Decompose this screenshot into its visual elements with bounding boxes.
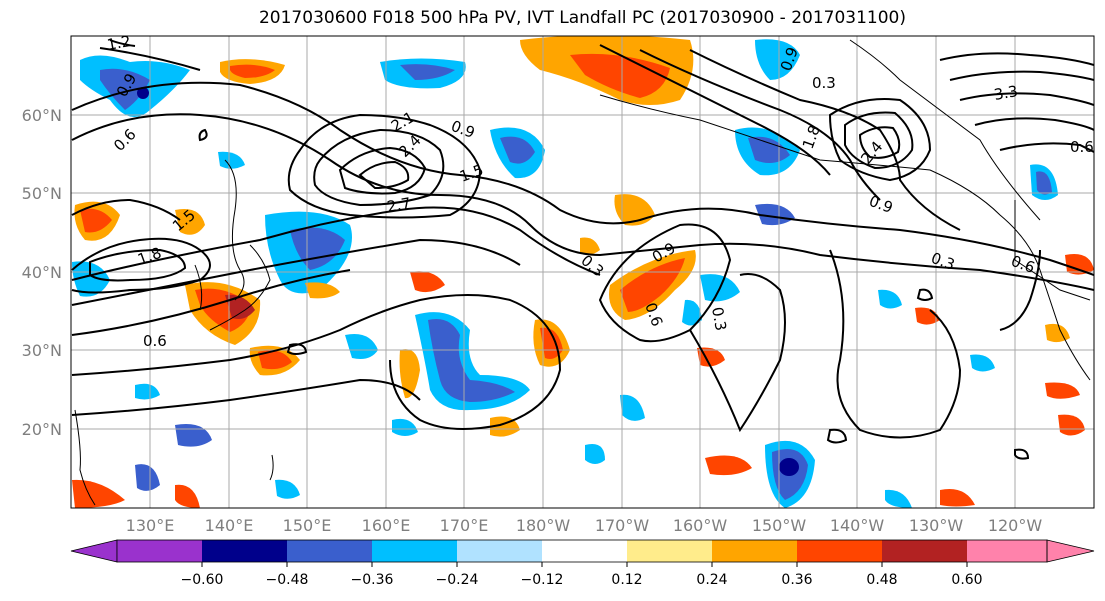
- map-title: 2017030600 F018 500 hPa PV, IVT Landfall…: [258, 8, 906, 28]
- anomaly-positive: [570, 53, 670, 98]
- anomaly-negative: [175, 424, 212, 447]
- graticule: [71, 36, 1094, 508]
- colorbar-segment: [967, 540, 1047, 562]
- lat-label: 30°N: [22, 341, 62, 360]
- anomaly-positive: [305, 282, 340, 299]
- anomaly-positive: [175, 209, 205, 235]
- anomaly-negative: [1036, 171, 1052, 195]
- anomaly-negative: [137, 87, 149, 99]
- anomaly-positive: [225, 294, 255, 319]
- lon-label: 130°W: [909, 516, 964, 535]
- anomaly-positive: [1058, 414, 1085, 436]
- contour-label: 0.3: [812, 74, 836, 92]
- lon-label: 160°W: [673, 516, 728, 535]
- contour-label: 1.2: [106, 32, 133, 54]
- anomaly-positive: [1065, 254, 1094, 275]
- lon-label: 170°W: [595, 516, 650, 535]
- pv-contours: [71, 39, 1094, 460]
- colorbar-tick-label: −0.60: [181, 572, 224, 588]
- anomaly-negative: [878, 289, 902, 309]
- colorbar-frame: [116, 539, 1048, 563]
- lon-label: 180°W: [516, 516, 571, 535]
- anomaly-positive: [940, 489, 975, 507]
- anomaly-negative: [755, 203, 795, 226]
- lat-label: 20°N: [22, 420, 62, 439]
- colorbar-segment: [542, 540, 627, 562]
- anomaly-positive: [230, 64, 275, 78]
- anomaly-negative: [885, 489, 912, 508]
- anomaly-negative: [682, 299, 702, 326]
- anomaly-negative: [970, 354, 995, 372]
- colorbar-tick-label: 0.60: [951, 572, 982, 588]
- anomaly-negative: [755, 39, 800, 80]
- anomaly-positive: [1045, 382, 1080, 399]
- anomaly-positive: [258, 350, 292, 370]
- lon-label: 120°W: [988, 516, 1043, 535]
- colorbar-tick-label: 0.12: [611, 572, 642, 588]
- lon-label: 140°W: [830, 516, 885, 535]
- anomaly-positive: [580, 237, 600, 255]
- colorbar-ticks: [201, 562, 968, 567]
- contour-label: 2.7: [386, 194, 413, 216]
- anomaly-negative: [500, 136, 535, 164]
- map-frame: [70, 35, 1095, 509]
- lat-label: 40°N: [22, 263, 62, 282]
- colorbar-tick-label: 0.24: [696, 572, 727, 588]
- anomaly-negative: [428, 319, 515, 402]
- contour-label: 0.3: [708, 306, 730, 333]
- lon-label: 150°W: [752, 516, 807, 535]
- colorbar-segment: [712, 540, 797, 562]
- lon-label: 170°E: [440, 516, 489, 535]
- lon-label: 160°E: [362, 516, 411, 535]
- colorbar-segment: [627, 540, 712, 562]
- anomaly-negative: [620, 394, 645, 421]
- anomaly-negative: [135, 464, 160, 491]
- lon-label: 140°E: [205, 516, 254, 535]
- anomaly-positive: [915, 307, 940, 325]
- lon-label: 130°E: [126, 516, 175, 535]
- colorbar-tick-label: −0.12: [521, 572, 564, 588]
- coastlines: [74, 39, 1091, 506]
- colorbar-segment: [202, 540, 287, 562]
- colorbar-tick-label: 0.48: [866, 572, 897, 588]
- colorbar-tick-label: −0.24: [436, 572, 479, 588]
- anomaly-negative: [218, 151, 245, 169]
- colorbar-tick-label: −0.48: [266, 572, 309, 588]
- anomaly-negative: [345, 334, 378, 359]
- anomaly-positive: [399, 349, 420, 399]
- colorbar-segment: [287, 540, 372, 562]
- anomaly-positive: [705, 455, 752, 476]
- latitude-labels: 60°N 50°N 40°N 30°N 20°N: [22, 106, 62, 439]
- colorbar-tick-label: −0.36: [351, 572, 394, 588]
- colorbar-segment: [797, 540, 882, 562]
- anomaly-negative: [400, 64, 455, 80]
- colorbar: −0.60 −0.48 −0.36 −0.24 −0.12 0.12 0.24 …: [70, 539, 1095, 588]
- lon-label: 150°E: [283, 516, 332, 535]
- anomaly-negative: [392, 418, 418, 436]
- colorbar-segment: [882, 540, 967, 562]
- anomaly-negative: [100, 68, 150, 110]
- anomaly-negative: [779, 458, 799, 476]
- longitude-labels: 130°E 140°E 150°E 160°E 170°E 180°W 170°…: [126, 516, 1043, 535]
- colorbar-tick-label: 0.36: [781, 572, 812, 588]
- anomaly-positive: [175, 484, 200, 508]
- anomaly-positive: [80, 208, 112, 233]
- contour-label: 0.6: [1070, 138, 1094, 156]
- shaded-anomalies: [72, 36, 1094, 508]
- anomaly-negative: [275, 479, 300, 499]
- colorbar-segment: [457, 540, 542, 562]
- contour-label: 3.3: [993, 82, 1020, 104]
- anomaly-negative: [135, 383, 160, 400]
- colorbar-extend-max: [1046, 539, 1095, 563]
- colorbar-segment: [117, 540, 202, 562]
- lat-label: 50°N: [22, 184, 62, 203]
- anomaly-positive: [410, 271, 445, 293]
- colorbar-segment: [372, 540, 457, 562]
- anomaly-negative: [72, 261, 110, 297]
- contour-label: 0.6: [143, 332, 167, 350]
- colorbar-extend-min: [70, 539, 118, 563]
- lat-label: 60°N: [22, 106, 62, 125]
- anomaly-negative: [585, 444, 605, 464]
